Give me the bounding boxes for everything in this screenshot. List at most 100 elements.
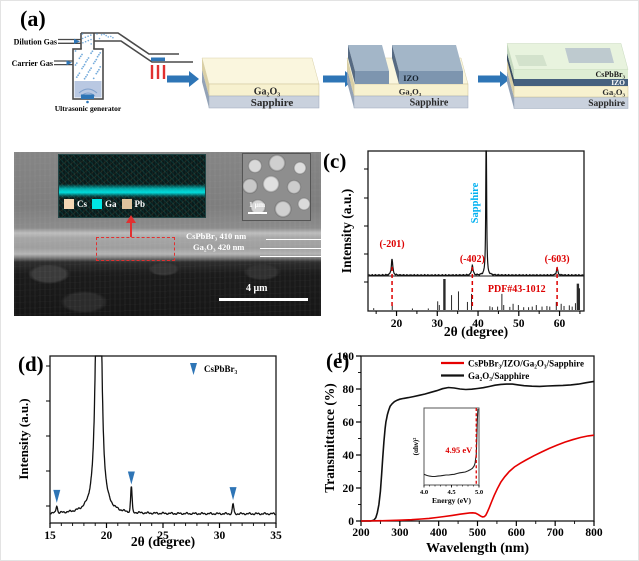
x-axis-label: 2θ (degree) bbox=[444, 324, 508, 339]
mist-dot bbox=[90, 43, 92, 45]
sapphire-side-face bbox=[347, 70, 354, 108]
sapphire-side-face bbox=[202, 70, 209, 108]
x-tick-label: 700 bbox=[547, 527, 565, 539]
y-tick-label: 60 bbox=[343, 417, 355, 429]
cspbbr3-side-face bbox=[507, 43, 514, 79]
mist-dot bbox=[82, 42, 84, 44]
roi-arrow-head-icon bbox=[126, 215, 136, 223]
mist-dot bbox=[90, 34, 92, 36]
cs-label: Cs bbox=[77, 199, 88, 209]
stack3-cspbbr3-label: CsPbBr₃ bbox=[595, 70, 625, 79]
plot-frame bbox=[49, 355, 277, 524]
y-tick-label: 0 bbox=[348, 516, 354, 528]
izo-bar-side bbox=[348, 45, 355, 84]
mist-dot bbox=[98, 37, 101, 40]
x-tick-label: 60 bbox=[554, 318, 566, 330]
outlet-tube bbox=[81, 32, 193, 63]
ultrasonic-generator-label: Ultrasonic generator bbox=[55, 104, 122, 113]
mist-dot bbox=[90, 52, 92, 55]
stack2-ga2o3-label: Ga₂O₃ bbox=[399, 87, 422, 97]
cs-color-swatch bbox=[64, 199, 74, 209]
stack3-ga2o3-label: Ga₂O₃ bbox=[602, 87, 625, 97]
tauc-curve bbox=[423, 408, 479, 478]
heater-lines-icon bbox=[150, 65, 166, 79]
pdf-reference-label: PDF#43-1012 bbox=[488, 284, 546, 295]
layer-pointer-line bbox=[266, 239, 321, 240]
flow-arrow-icon bbox=[66, 60, 72, 66]
mist-dot bbox=[87, 57, 90, 59]
stack1-ga2o3-label: Ga₂O₃ bbox=[254, 87, 281, 98]
ga2o3-side-face bbox=[347, 58, 354, 96]
pb-color-swatch bbox=[121, 199, 132, 209]
mist-dot bbox=[75, 62, 78, 64]
substrate-in-tube bbox=[151, 57, 165, 62]
tauc-inset: 4.0 4.5 5.0 4.95 eV Energy (eV) (αhν)² bbox=[412, 407, 483, 505]
legend-label: Ga₂O₃/Sapphire bbox=[468, 371, 529, 381]
stack-3: CsPbBr₃ IZO Ga₂O₃ Sapphire bbox=[506, 43, 629, 109]
eds-legend: Cs Ga Pb bbox=[64, 199, 145, 209]
stack2-izo-label: IZO bbox=[403, 73, 419, 83]
transducer bbox=[81, 94, 94, 99]
x-tick-label: 35 bbox=[270, 530, 282, 542]
eds-mapping-inset: Cs Ga Pb bbox=[58, 154, 206, 218]
y-axis-label: Intensity (a.u.) bbox=[16, 398, 31, 479]
eds-legend-item: Pb bbox=[121, 199, 145, 209]
mist-dot bbox=[74, 50, 77, 52]
process-arrow-right-icon bbox=[478, 71, 510, 87]
x-tick-label: 30 bbox=[432, 318, 444, 330]
peak-label: (-201) bbox=[380, 239, 405, 250]
process-arrow-right-icon bbox=[167, 71, 199, 87]
stack-2: IZO Ga₂O₃ Sapphire bbox=[346, 45, 469, 109]
inset-x-tick-label: 4.5 bbox=[447, 489, 456, 496]
ga-signal-band bbox=[59, 184, 205, 198]
x-tick-label: 30 bbox=[214, 530, 226, 542]
eds-legend-item: Cs bbox=[64, 199, 87, 209]
stack3-izo-label: IZO bbox=[611, 78, 625, 87]
mist-dot bbox=[103, 33, 105, 36]
legend-label: CsPbBr₃ bbox=[204, 364, 238, 374]
flow-arrow-icon bbox=[74, 38, 80, 44]
mist-dot bbox=[84, 36, 87, 39]
mist-dot bbox=[88, 69, 91, 71]
transducer-dot-icon bbox=[86, 100, 89, 104]
scalebar-line bbox=[219, 298, 308, 301]
gas-inlets bbox=[54, 38, 81, 66]
mist-dot bbox=[96, 55, 99, 58]
peak-label: (-603) bbox=[545, 254, 570, 265]
y-tick-label: 20 bbox=[343, 483, 355, 495]
panel-a-schematic: Dilution Gas Carrier Gas Ultrasonic gene… bbox=[12, 32, 629, 113]
cspbbr3-front-face bbox=[514, 69, 628, 79]
inset-scalebar-line bbox=[248, 212, 267, 214]
sapphire-peak-label: Sapphire bbox=[470, 182, 481, 223]
x-tick-label: 25 bbox=[157, 530, 169, 542]
x-tick-label: 40 bbox=[472, 318, 484, 330]
sapphire-side-face bbox=[507, 71, 514, 109]
legend-triangle-icon bbox=[190, 363, 197, 375]
phase-marker-triangle-icon bbox=[53, 489, 61, 503]
mist-dot bbox=[81, 37, 84, 40]
mist-dot bbox=[95, 58, 98, 61]
ga2o3-side-face bbox=[202, 58, 209, 96]
x-tick-label: 400 bbox=[430, 527, 448, 539]
layer-pointer-line bbox=[260, 248, 321, 249]
mist-dot bbox=[99, 52, 102, 54]
x-tick-label: 600 bbox=[508, 527, 526, 539]
x-tick-label: 20 bbox=[391, 318, 403, 330]
izo-bar-top bbox=[348, 45, 389, 71]
mist-dot bbox=[83, 77, 86, 80]
x-tick-label: 800 bbox=[585, 527, 603, 539]
phase-marker-triangle-icon bbox=[229, 487, 237, 501]
layer-pointer-line bbox=[260, 256, 321, 257]
panel-label-c: (c) bbox=[323, 149, 347, 173]
mist-dot bbox=[87, 39, 90, 42]
izo-bar-top bbox=[392, 45, 463, 71]
mist-dot bbox=[87, 71, 90, 73]
mist-dot bbox=[99, 66, 102, 68]
mist-dot bbox=[110, 35, 112, 38]
izo-bar-front bbox=[399, 71, 463, 84]
mist-dot bbox=[96, 33, 98, 35]
mist-dot bbox=[86, 74, 89, 76]
x-axis-label: 2θ (degree) bbox=[131, 534, 195, 549]
mist-dot bbox=[87, 35, 89, 37]
panel-e-transmittance-chart: 200 300 400 500 600 700 800 0 20 40 60 80 100 CsPbBr₃… bbox=[322, 351, 603, 556]
